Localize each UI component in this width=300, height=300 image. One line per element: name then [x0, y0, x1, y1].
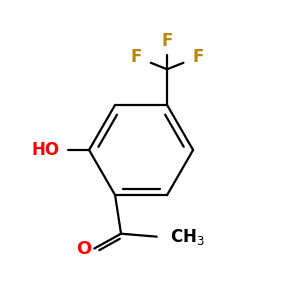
Text: F: F [193, 48, 204, 66]
Text: O: O [76, 239, 92, 257]
Text: F: F [130, 48, 142, 66]
Text: HO: HO [31, 141, 59, 159]
Text: CH$_3$: CH$_3$ [170, 227, 205, 247]
Text: F: F [161, 32, 173, 50]
